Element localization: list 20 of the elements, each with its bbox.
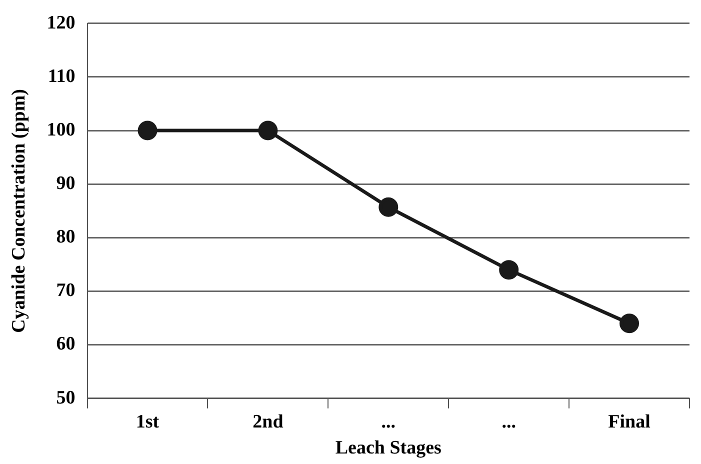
y-tick-label: 90 (56, 173, 76, 194)
y-tick-label: 50 (56, 387, 76, 408)
point (378, 197, 398, 217)
point (258, 120, 278, 140)
x-tick-label: ... (381, 412, 396, 433)
x-tick-label: 1st (136, 412, 160, 433)
y-tick-label: 80 (56, 226, 76, 248)
point (620, 314, 640, 334)
x-tick-label: Final (608, 412, 650, 433)
y-tick-label: 70 (56, 280, 76, 302)
point (138, 120, 158, 140)
y-tick-label: 60 (56, 334, 76, 355)
y-tick-label: 110 (48, 66, 76, 87)
x-tick-label: 2nd (252, 412, 284, 433)
y-tick-label: 100 (46, 119, 76, 140)
x-axis-title: Leach Stages (335, 438, 442, 459)
y-tick-label: 120 (46, 12, 76, 34)
x-tick-label: ... (502, 412, 516, 433)
y-axis-title: Cyanide Concentration (ppm) (8, 88, 30, 333)
point (499, 260, 519, 280)
